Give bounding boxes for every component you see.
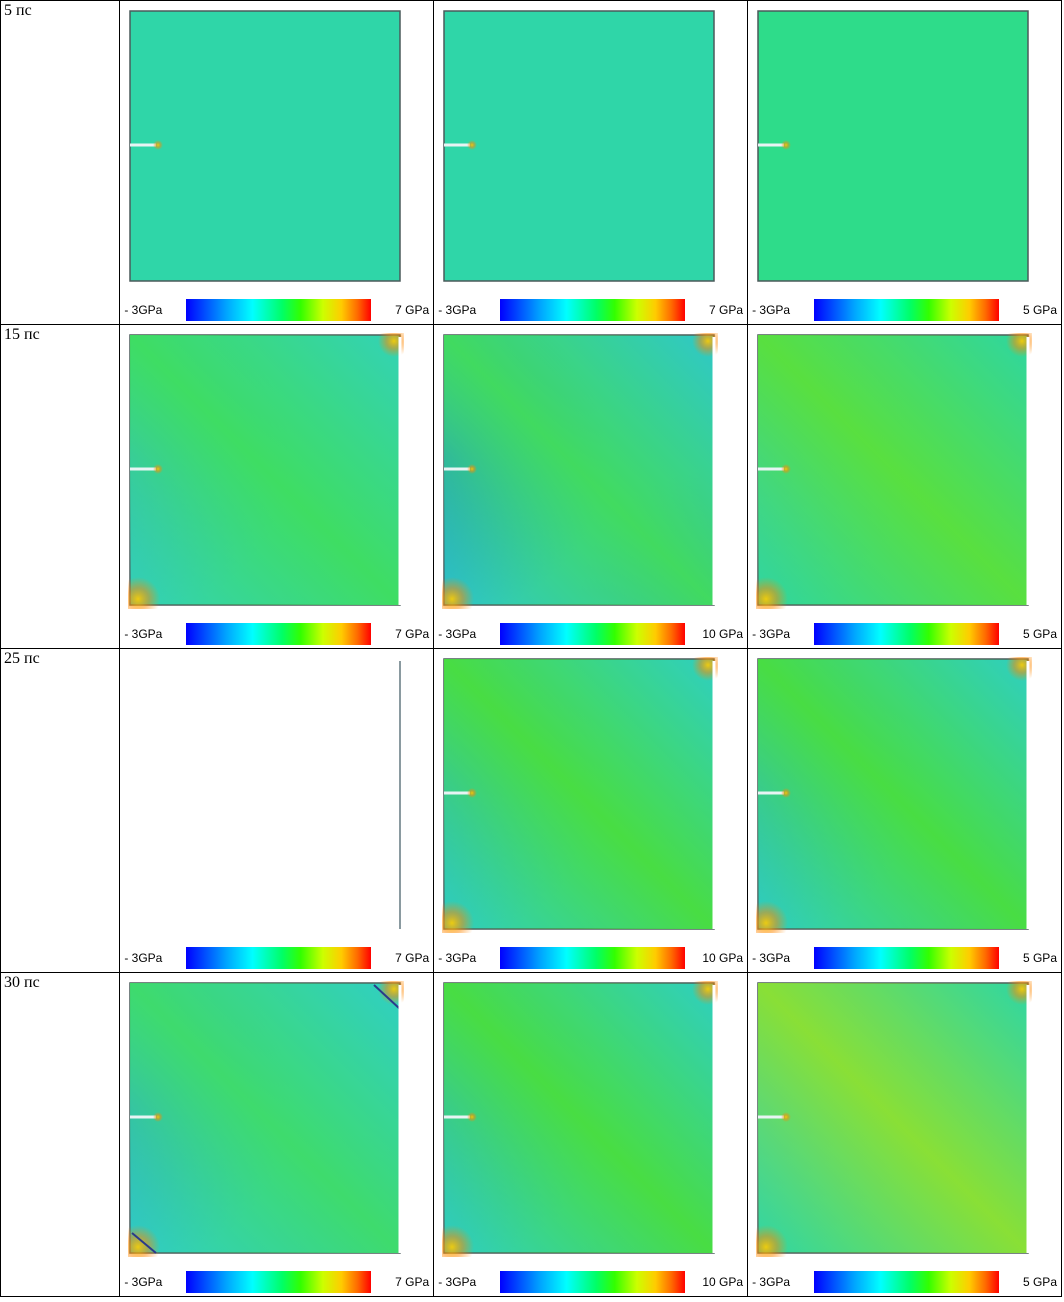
colorbar-max-label: 7 GPa (395, 627, 430, 641)
colorbar-min-label: - 3GPa (124, 951, 163, 965)
time-label: 15 пс (4, 326, 40, 343)
table-row: 25 пс - 3GPa 7 GPa - 3GPa 10 GPa - 3GPa 5 G… (0, 648, 1062, 973)
time-label-cell: 15 пс (0, 324, 121, 649)
colorbar-min-label: - 3GPa (438, 1275, 477, 1289)
colorbar-gradient (186, 623, 372, 645)
colorbar: - 3GPa 5 GPa (748, 622, 1061, 646)
colorbar-min-label: - 3GPa (752, 303, 791, 317)
colorbar-gradient (500, 299, 686, 321)
stress-field-svg (442, 657, 719, 933)
stress-field-svg (129, 10, 402, 282)
colorbar-max-label: 10 GPa (702, 627, 744, 641)
colorbar-min-label: - 3GPa (752, 951, 791, 965)
time-label-cell: 25 пс (0, 648, 121, 973)
colorbar: - 3GPa 7 GPa (434, 298, 747, 322)
stress-map-cell: - 3GPa 7 GPa (119, 648, 435, 973)
stress-map-cell: - 3GPa 5 GPa (747, 324, 1062, 649)
colorbar-gradient (814, 623, 999, 645)
stress-field-svg (443, 10, 715, 282)
stress-field-image (128, 657, 404, 933)
stress-field-image (128, 981, 405, 1257)
colorbar: - 3GPa 7 GPa (120, 298, 433, 322)
colorbar-max-label: 7 GPa (709, 303, 744, 317)
colorbar-max-label: 10 GPa (702, 1275, 744, 1289)
colorbar-max-label: 5 GPa (1022, 951, 1057, 965)
colorbar-max-label: 5 GPa (1022, 627, 1057, 641)
colorbar-min-label: - 3GPa (438, 627, 477, 641)
stress-field-image (756, 657, 1033, 933)
colorbar-min-label: - 3GPa (124, 303, 163, 317)
colorbar: - 3GPa 7 GPa (120, 946, 433, 970)
table-row: 5 пс - 3GPa 7 GPa - 3GPa 7 GPa - 3GPa 5 GPa (0, 0, 1062, 325)
time-label: 25 пс (4, 650, 40, 667)
stress-field-svg (757, 10, 1029, 282)
stress-field-svg (756, 657, 1033, 933)
colorbar-gradient (186, 299, 372, 321)
colorbar-gradient (814, 947, 999, 969)
stress-field-svg (442, 333, 719, 609)
colorbar-max-label: 7 GPa (395, 303, 430, 317)
stress-map-cell: - 3GPa 10 GPa (433, 972, 749, 1297)
stress-map-cell: - 3GPa 10 GPa (433, 648, 749, 973)
time-label: 5 пс (4, 2, 32, 19)
stress-field-image (756, 333, 1033, 609)
colorbar: - 3GPa 5 GPa (748, 946, 1061, 970)
colorbar-gradient (500, 947, 686, 969)
colorbar-max-label: 7 GPa (395, 951, 430, 965)
stress-map-cell: - 3GPa 7 GPa (119, 972, 435, 1297)
colorbar-max-label: 7 GPa (395, 1275, 430, 1289)
stress-map-cell: - 3GPa 7 GPa (119, 0, 435, 325)
colorbar-min-label: - 3GPa (438, 303, 477, 317)
colorbar: - 3GPa 10 GPa (434, 1270, 747, 1294)
colorbar: - 3GPa 7 GPa (120, 1270, 433, 1294)
colorbar-max-label: 5 GPa (1022, 303, 1057, 317)
stress-field-svg (756, 981, 1033, 1257)
time-label-cell: 5 пс (0, 0, 121, 325)
colorbar: - 3GPa 5 GPa (748, 1270, 1061, 1294)
stress-field-svg (756, 333, 1033, 609)
stress-field-image (442, 9, 718, 285)
colorbar-gradient (186, 947, 372, 969)
stress-field-image (442, 333, 719, 609)
colorbar-gradient (814, 1271, 999, 1293)
colorbar-max-label: 10 GPa (702, 951, 744, 965)
colorbar: - 3GPa 7 GPa (120, 622, 433, 646)
stress-map-cell: - 3GPa 10 GPa (433, 324, 749, 649)
colorbar: - 3GPa 10 GPa (434, 946, 747, 970)
table-row: 15 пс - 3GPa 7 GPa - 3GPa 10 GPa - 3GPa 5 G… (0, 324, 1062, 649)
stress-field-svg (128, 981, 405, 1257)
stress-map-cell: - 3GPa 7 GPa (119, 324, 435, 649)
stress-field-svg (399, 661, 402, 929)
stress-map-cell: - 3GPa 7 GPa (433, 0, 749, 325)
colorbar-min-label: - 3GPa (438, 951, 477, 965)
stress-field-image (442, 657, 719, 933)
stress-map-cell: - 3GPa 5 GPa (747, 972, 1062, 1297)
colorbar: - 3GPa 5 GPa (748, 298, 1061, 322)
time-label-cell: 30 пс (0, 972, 121, 1297)
colorbar-min-label: - 3GPa (124, 1275, 163, 1289)
stress-field-image (128, 333, 405, 609)
stress-field-image (756, 9, 1032, 285)
colorbar-min-label: - 3GPa (752, 1275, 791, 1289)
stress-field-image (442, 981, 719, 1257)
stress-field-svg (128, 333, 405, 609)
stress-map-cell: - 3GPa 5 GPa (747, 648, 1062, 973)
colorbar: - 3GPa 10 GPa (434, 622, 747, 646)
colorbar-gradient (500, 1271, 686, 1293)
colorbar-gradient (814, 299, 999, 321)
time-label: 30 пс (4, 974, 40, 991)
table-row: 30 пс - 3GPa 7 GPa - 3GPa 10 GPa - 3GPa 5 G… (0, 972, 1062, 1297)
colorbar-min-label: - 3GPa (124, 627, 163, 641)
stress-field-svg (442, 981, 719, 1257)
colorbar-gradient (500, 623, 686, 645)
colorbar-gradient (186, 1271, 372, 1293)
stress-field-image (756, 981, 1033, 1257)
stress-field-image (128, 9, 404, 285)
colorbar-max-label: 5 GPa (1022, 1275, 1057, 1289)
stress-map-cell: - 3GPa 5 GPa (747, 0, 1062, 325)
colorbar-min-label: - 3GPa (752, 627, 791, 641)
